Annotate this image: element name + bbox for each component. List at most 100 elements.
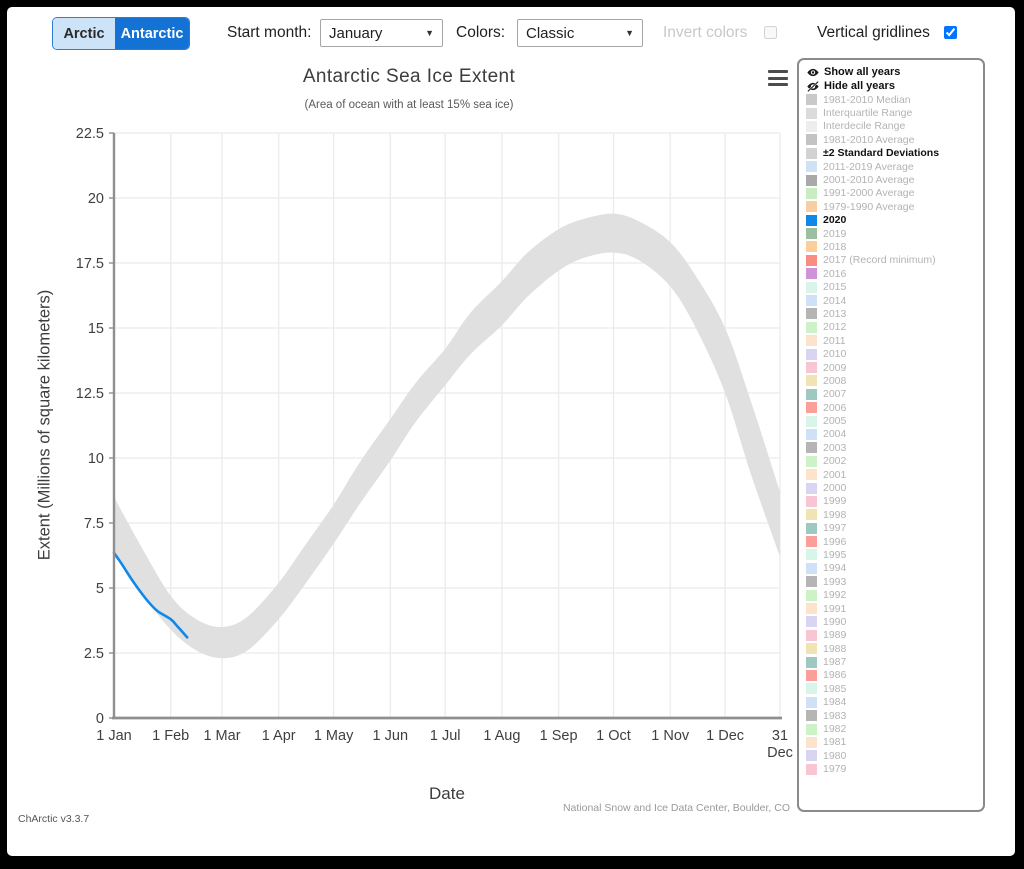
legend-item[interactable]: 2009 [806, 361, 979, 374]
legend-item[interactable]: 1996 [806, 535, 979, 548]
antarctic-button[interactable]: Antarctic [115, 18, 189, 49]
y-tick-label: 20 [88, 191, 104, 207]
legend-item[interactable]: ±2 Standard Deviations [806, 147, 979, 160]
legend-item-label: 2011-2019 Average [823, 160, 914, 173]
vertical-gridlines-checkbox[interactable] [944, 26, 957, 39]
start-month-select[interactable]: January ▼ [320, 19, 443, 47]
legend-item-label: 2002 [823, 455, 847, 468]
legend-swatch [806, 254, 817, 266]
legend-item-label: 1979 [823, 763, 847, 776]
legend-item[interactable]: 2005 [806, 414, 979, 427]
colors-label: Colors: [456, 24, 506, 41]
legend-item[interactable]: 2003 [806, 441, 979, 454]
legend-item[interactable]: 2010 [806, 347, 979, 360]
legend-swatch [806, 669, 817, 681]
legend-item[interactable]: 2011-2019 Average [806, 160, 979, 173]
legend-item-label: 1990 [823, 615, 847, 628]
legend-item[interactable]: 1983 [806, 709, 979, 722]
std-dev-band [114, 213, 780, 659]
legend-swatch [806, 94, 817, 106]
colors-select[interactable]: Classic ▼ [517, 19, 643, 47]
legend-item[interactable]: 1982 [806, 722, 979, 735]
legend-swatch [806, 268, 817, 280]
x-tick-label: 1 Mar [203, 728, 240, 744]
legend-item[interactable]: Interquartile Range [806, 106, 979, 119]
charctic-app: Arctic Antarctic Start month: January ▼ … [7, 7, 1015, 856]
legend-swatch [806, 576, 817, 588]
legend-swatch [806, 589, 817, 601]
legend-swatch [806, 763, 817, 775]
legend-item[interactable]: 2013 [806, 307, 979, 320]
legend-item[interactable]: 1991-2000 Average [806, 187, 979, 200]
legend-swatch [806, 536, 817, 548]
y-axis-label: Extent (Millions of square kilometers) [35, 289, 54, 561]
arctic-button[interactable]: Arctic [53, 18, 115, 49]
app-version: ChArctic v3.3.7 [18, 813, 90, 825]
hamburger-menu-icon[interactable] [768, 70, 788, 86]
legend-item[interactable]: 1987 [806, 655, 979, 668]
legend-item[interactable]: 2006 [806, 401, 979, 414]
legend-item-label: 2006 [823, 401, 847, 414]
chart-subtitle: (Area of ocean with at least 15% sea ice… [304, 99, 514, 111]
legend-item-label: 1993 [823, 575, 847, 588]
legend-item[interactable]: 1995 [806, 548, 979, 561]
legend-item[interactable]: Interdecile Range [806, 120, 979, 133]
legend-item[interactable]: 2002 [806, 455, 979, 468]
legend-item[interactable]: 1984 [806, 696, 979, 709]
legend-item[interactable]: 2018 [806, 240, 979, 253]
legend-swatch [806, 281, 817, 293]
legend-item-label: 2001-2010 Average [823, 174, 915, 187]
legend-item[interactable]: 1981 [806, 736, 979, 749]
legend-item[interactable]: 1985 [806, 682, 979, 695]
legend-item-label: 1980 [823, 749, 847, 762]
legend-swatch [806, 402, 817, 414]
show-all-years-button[interactable]: Show all years [806, 65, 979, 79]
legend-item[interactable]: 2011 [806, 334, 979, 347]
legend-item[interactable]: 1979-1990 Average [806, 200, 979, 213]
legend-item[interactable]: 2020 [806, 214, 979, 227]
legend-item[interactable]: 2012 [806, 321, 979, 334]
legend-swatch [806, 710, 817, 722]
legend-item[interactable]: 2014 [806, 294, 979, 307]
legend-item[interactable]: 1981-2010 Median [806, 93, 979, 106]
legend-item[interactable]: 2008 [806, 374, 979, 387]
legend-item[interactable]: 1997 [806, 522, 979, 535]
legend-item[interactable]: 1993 [806, 575, 979, 588]
legend-item[interactable]: 2017 (Record minimum) [806, 254, 979, 267]
legend-item[interactable]: 2016 [806, 267, 979, 280]
hide-all-years-button[interactable]: Hide all years [806, 79, 979, 93]
legend-item[interactable]: 1988 [806, 642, 979, 655]
legend-item[interactable]: 2007 [806, 388, 979, 401]
legend-swatch [806, 616, 817, 628]
legend-item[interactable]: 1990 [806, 615, 979, 628]
legend-item[interactable]: 1980 [806, 749, 979, 762]
legend-item[interactable]: 2001 [806, 468, 979, 481]
legend-item-label: 1991-2000 Average [823, 187, 915, 200]
legend-item[interactable]: 1981-2010 Average [806, 133, 979, 146]
x-tick-label: 1 Jan [96, 728, 131, 744]
vertical-gridlines-label: Vertical gridlines [817, 24, 930, 41]
legend-item[interactable]: 1992 [806, 588, 979, 601]
legend-item[interactable]: 2000 [806, 481, 979, 494]
legend-item[interactable]: 2001-2010 Average [806, 173, 979, 186]
legend-item-label: 2014 [823, 294, 847, 307]
legend-item[interactable]: 1979 [806, 763, 979, 776]
legend-item[interactable]: 1994 [806, 562, 979, 575]
start-month-value: January [329, 24, 383, 42]
legend-swatch [806, 415, 817, 427]
legend-item[interactable]: 2015 [806, 280, 979, 293]
legend-item[interactable]: 2019 [806, 227, 979, 240]
legend-item[interactable]: 1998 [806, 508, 979, 521]
legend-item[interactable]: 1991 [806, 602, 979, 615]
eye-icon [806, 66, 820, 79]
legend-swatch [806, 750, 817, 762]
legend-item-label: 1983 [823, 709, 847, 722]
legend-swatch [806, 629, 817, 641]
legend-item[interactable]: 1989 [806, 629, 979, 642]
legend-item[interactable]: 1999 [806, 495, 979, 508]
legend-swatch [806, 495, 817, 507]
legend-item-label: 2008 [823, 374, 847, 387]
legend-item[interactable]: 2004 [806, 428, 979, 441]
legend-item-label: 2005 [823, 415, 847, 428]
legend-item[interactable]: 1986 [806, 669, 979, 682]
